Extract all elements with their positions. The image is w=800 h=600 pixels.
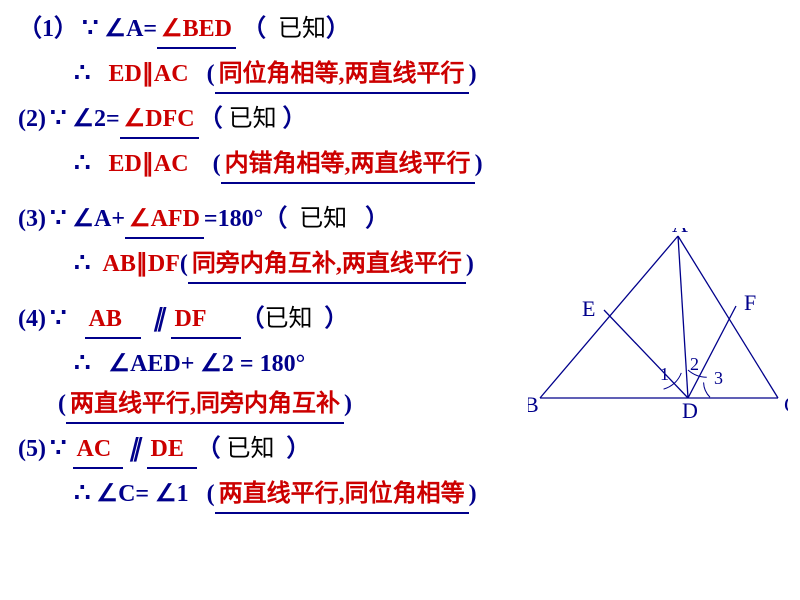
p1-reason: 同位角相等,两直线平行 (215, 56, 469, 94)
svg-text:C: C (784, 392, 788, 417)
p2-line2: ∴ ED∥AC ( 内错角相等,两直线平行 ) (74, 143, 782, 184)
paren-close: ） (326, 11, 350, 47)
p2-line1: (2) ∵ ∠2= ∠DFC （ 已知 ） (18, 98, 782, 139)
svg-text:3: 3 (714, 368, 723, 388)
triangle-diagram: A B C D E F 1 23 (528, 228, 788, 418)
svg-text:2: 2 (690, 354, 699, 374)
p5-line1: (5) ∵ AC ∥ DE （ 已知 ） (18, 428, 782, 469)
p1-line2: ∴ ED∥AC ( 同位角相等,两直线平行 ) (74, 53, 782, 94)
p1-line1: （1） ∵ ∠A= ∠BED （ 已知 ） (18, 8, 782, 49)
paren-open: （ (236, 11, 278, 47)
p1-num: （1） (18, 11, 78, 47)
p2-num: (2) (18, 101, 46, 137)
svg-text:1: 1 (660, 364, 669, 384)
svg-text:B: B (528, 392, 539, 417)
svg-text:D: D (682, 398, 698, 418)
p5-line2: ∴ ∠C= ∠1 ( 两直线平行,同位角相等 ) (74, 473, 782, 514)
svg-text:F: F (744, 290, 756, 315)
because-symbol: ∵ (82, 8, 99, 47)
p1-conc: ED∥AC (109, 56, 189, 92)
svg-text:E: E (582, 296, 595, 321)
therefore-symbol: ∴ (74, 53, 91, 92)
p1-blank: ∠BED (157, 11, 236, 49)
svg-text:A: A (672, 228, 688, 237)
p1-pre: ∠A= (105, 11, 158, 47)
given-text: 已知 (278, 11, 326, 47)
